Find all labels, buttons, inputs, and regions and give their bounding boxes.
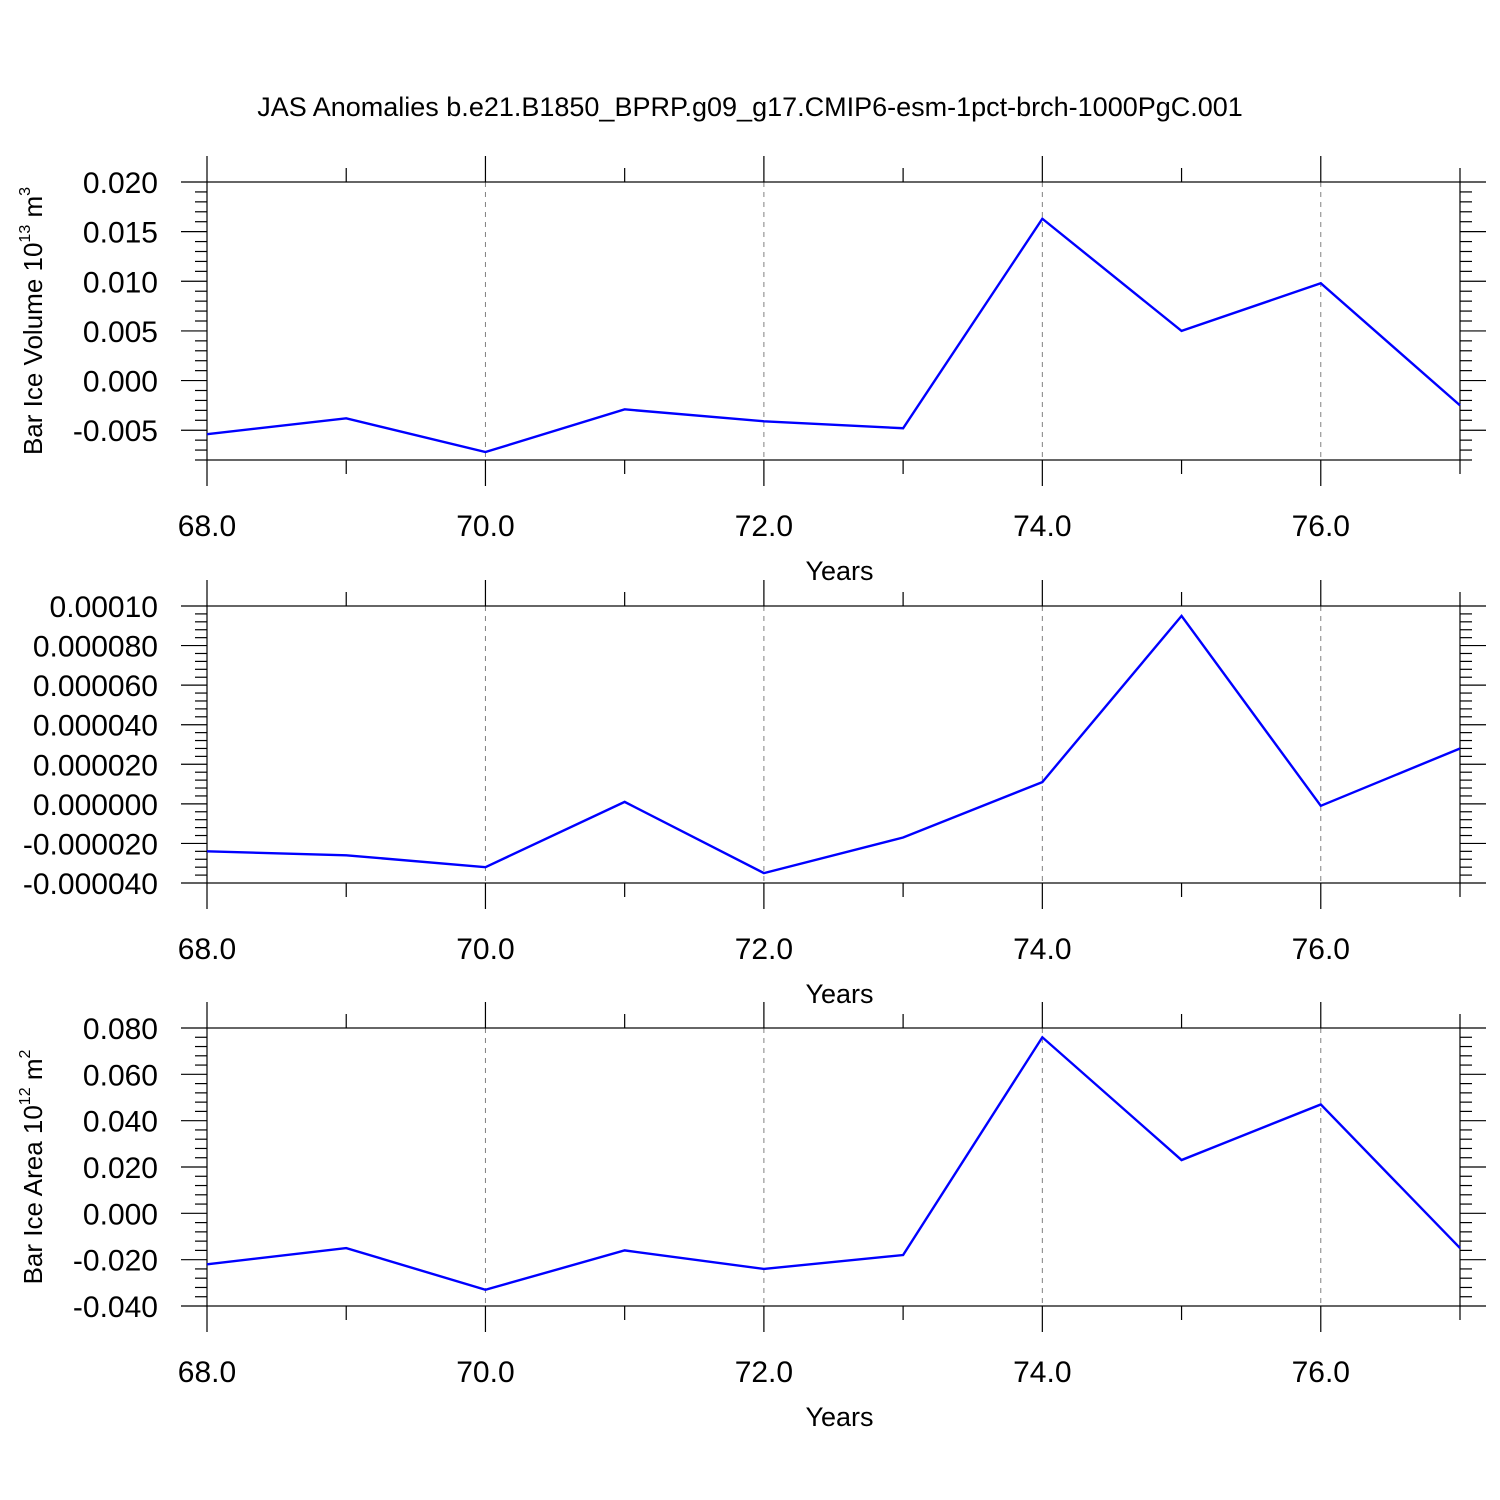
y-tick-label: -0.000040 bbox=[23, 868, 158, 901]
x-tick-label: 74.0 bbox=[1013, 933, 1071, 966]
y-tick-label: -0.005 bbox=[73, 415, 158, 448]
x-tick-label: 74.0 bbox=[1013, 1356, 1071, 1389]
chart-panel-1: 68.0 70.0 72.0 74.0 76.0 Years -0.005 0.000 0.00… bbox=[17, 156, 1486, 586]
y-tick-label: 0.040 bbox=[83, 1106, 158, 1139]
chart-panel-3: 68.0 70.0 72.0 74.0 76.0 Years -0.040 -0.020 0.0… bbox=[17, 1002, 1486, 1432]
plot-frame bbox=[206, 1027, 1461, 1307]
y-tick-label: 0.005 bbox=[83, 316, 158, 349]
x-axis-label: Years bbox=[805, 556, 873, 586]
x-tick-label: 70.0 bbox=[456, 1356, 514, 1389]
x-tick-label: 74.0 bbox=[1013, 510, 1071, 543]
plot-frame bbox=[206, 181, 1461, 461]
x-tick-label: 68.0 bbox=[178, 933, 236, 966]
plot-frame bbox=[206, 605, 1461, 884]
x-tick-label: 68.0 bbox=[178, 510, 236, 543]
y-tick-label: 0.000000 bbox=[33, 789, 158, 822]
y-tick-label: 0.00010 bbox=[50, 591, 158, 624]
y-tick-label: 0.000080 bbox=[33, 631, 158, 664]
y-axis-label: Bar Ice Volume 1013 m3 bbox=[17, 187, 48, 455]
x-tick-label: 72.0 bbox=[735, 1356, 793, 1389]
x-tick-label: 68.0 bbox=[178, 1356, 236, 1389]
chart-title: JAS Anomalies b.e21.B1850_BPRP.g09_g17.C… bbox=[257, 92, 1243, 122]
series-line bbox=[206, 1035, 1461, 1292]
chart-panel-2: 68.0 70.0 72.0 74.0 76.0 Years -0.000040 -0.000… bbox=[23, 580, 1486, 1009]
y-tick-label: 0.080 bbox=[83, 1013, 158, 1046]
x-tick-label: 76.0 bbox=[1292, 933, 1350, 966]
y-tick-label: -0.040 bbox=[73, 1291, 158, 1324]
series-line bbox=[206, 613, 1461, 875]
y-tick-label: 0.015 bbox=[83, 217, 158, 250]
x-tick-label: 70.0 bbox=[456, 933, 514, 966]
x-tick-label: 76.0 bbox=[1292, 510, 1350, 543]
y-tick-label: 0.020 bbox=[83, 1152, 158, 1185]
x-tick-label: 72.0 bbox=[735, 933, 793, 966]
y-tick-label: -0.000020 bbox=[23, 828, 158, 861]
x-tick-label: 72.0 bbox=[735, 510, 793, 543]
series-line bbox=[206, 216, 1461, 454]
y-tick-label: 0.020 bbox=[83, 167, 158, 200]
y-tick-label: 0.000020 bbox=[33, 749, 158, 782]
x-axis-label: Years bbox=[805, 979, 873, 1009]
y-tick-label: 0.000040 bbox=[33, 710, 158, 743]
y-tick-label: 0.010 bbox=[83, 266, 158, 299]
y-axis-label: Bar Ice Area 1012 m2 bbox=[17, 1049, 48, 1284]
y-tick-label: 0.000 bbox=[83, 366, 158, 399]
y-tick-label: -0.020 bbox=[73, 1245, 158, 1278]
y-tick-label: 0.000 bbox=[83, 1198, 158, 1231]
x-axis-label: Years bbox=[805, 1402, 873, 1432]
y-tick-label: 0.060 bbox=[83, 1059, 158, 1092]
y-tick-label: 0.000060 bbox=[33, 670, 158, 703]
x-tick-label: 70.0 bbox=[456, 510, 514, 543]
x-tick-label: 76.0 bbox=[1292, 1356, 1350, 1389]
